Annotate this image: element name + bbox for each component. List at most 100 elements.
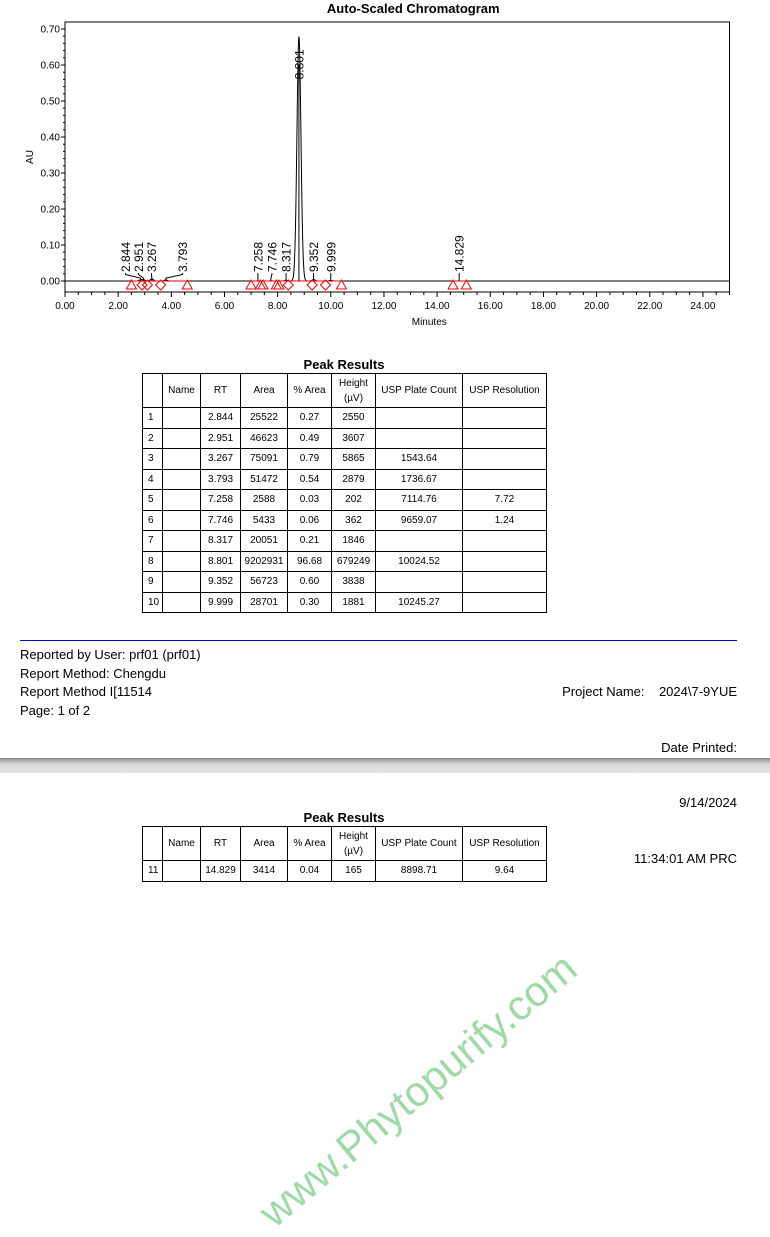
table-cell bbox=[163, 428, 201, 449]
column-header: Name bbox=[163, 374, 201, 408]
table-cell: 51472 bbox=[241, 469, 288, 490]
table-cell: 5 bbox=[143, 490, 163, 511]
table-cell bbox=[163, 861, 201, 882]
peak-label: 14.829 bbox=[453, 235, 467, 272]
table-cell bbox=[163, 592, 201, 613]
table-cell: 1543.64 bbox=[376, 449, 463, 470]
table-cell: 96.68 bbox=[288, 551, 332, 572]
table-cell bbox=[463, 551, 547, 572]
table-cell: 14.829 bbox=[201, 861, 241, 882]
time-printed: 11:34:01 AM PRC bbox=[562, 850, 737, 869]
peak-label: 2.951 bbox=[132, 242, 146, 272]
column-header: % Area bbox=[288, 374, 332, 408]
table-cell: 2588 bbox=[241, 490, 288, 511]
peak-label: 7.258 bbox=[251, 242, 265, 272]
table-cell bbox=[163, 572, 201, 593]
y-tick-label: 0.50 bbox=[41, 97, 61, 108]
table-cell: 0.60 bbox=[288, 572, 332, 593]
table-cell: 0.03 bbox=[288, 490, 332, 511]
reported-by: Reported by User: prf01 (prf01) bbox=[20, 646, 201, 665]
plot-frame bbox=[65, 22, 730, 292]
x-tick-label: 6.00 bbox=[215, 301, 235, 312]
table-cell bbox=[163, 408, 201, 429]
footer-divider bbox=[20, 640, 737, 641]
report-method-id: Report Method I[11514 bbox=[20, 683, 201, 702]
peak-label: 8.801 bbox=[292, 49, 306, 79]
table-cell: 0.49 bbox=[288, 428, 332, 449]
table-cell: 28701 bbox=[241, 592, 288, 613]
table-cell: 25522 bbox=[241, 408, 288, 429]
table-cell: 0.27 bbox=[288, 408, 332, 429]
y-tick-label: 0.20 bbox=[41, 205, 61, 216]
table-cell: 7.258 bbox=[201, 490, 241, 511]
y-axis-label: AU bbox=[25, 150, 36, 164]
x-axis-label: Minutes bbox=[412, 317, 447, 328]
peak-label: 2.844 bbox=[119, 242, 133, 272]
table-cell: 9.352 bbox=[201, 572, 241, 593]
column-header: USP Resolution bbox=[463, 827, 547, 861]
table-cell: 0.30 bbox=[288, 592, 332, 613]
table-cell bbox=[463, 469, 547, 490]
column-header: USP Resolution bbox=[463, 374, 547, 408]
table-cell bbox=[376, 428, 463, 449]
table-cell: 46623 bbox=[241, 428, 288, 449]
x-tick-label: 12.00 bbox=[371, 301, 396, 312]
table-cell bbox=[376, 408, 463, 429]
column-header bbox=[143, 827, 163, 861]
table-cell bbox=[163, 469, 201, 490]
table-cell: 3607 bbox=[332, 428, 376, 449]
table-cell: 1.24 bbox=[463, 510, 547, 531]
x-tick-label: 20.00 bbox=[584, 301, 609, 312]
table-cell: 165 bbox=[332, 861, 376, 882]
table-cell bbox=[376, 531, 463, 552]
chromatogram: Auto-Scaled Chromatogram0.000.100.200.30… bbox=[0, 0, 770, 330]
table-cell bbox=[463, 572, 547, 593]
table-cell: 2.951 bbox=[201, 428, 241, 449]
chromatogram-trace bbox=[65, 37, 730, 281]
table-cell: 3838 bbox=[332, 572, 376, 593]
table-cell: 7114.76 bbox=[376, 490, 463, 511]
table-cell: 10 bbox=[143, 592, 163, 613]
table-cell bbox=[163, 531, 201, 552]
report-method: Report Method: Chengdu bbox=[20, 665, 201, 684]
peak-label: 3.267 bbox=[145, 242, 159, 272]
table-cell: 20051 bbox=[241, 531, 288, 552]
table-cell: 11 bbox=[143, 861, 163, 882]
table-cell: 9659.07 bbox=[376, 510, 463, 531]
peak-label: 7.746 bbox=[265, 242, 279, 272]
x-tick-label: 16.00 bbox=[478, 301, 503, 312]
x-tick-label: 4.00 bbox=[162, 301, 182, 312]
table-cell: 2550 bbox=[332, 408, 376, 429]
x-tick-label: 2.00 bbox=[108, 301, 128, 312]
table-cell: 8898.71 bbox=[376, 861, 463, 882]
table-cell: 2 bbox=[143, 428, 163, 449]
table-cell: 3.267 bbox=[201, 449, 241, 470]
table-cell: 6 bbox=[143, 510, 163, 531]
table-cell bbox=[163, 449, 201, 470]
y-tick-label: 0.00 bbox=[41, 277, 61, 288]
table-cell: 362 bbox=[332, 510, 376, 531]
table-cell bbox=[376, 572, 463, 593]
table-cell: 10245.27 bbox=[376, 592, 463, 613]
table-cell: 2879 bbox=[332, 469, 376, 490]
table-cell bbox=[163, 551, 201, 572]
table-cell: 7.746 bbox=[201, 510, 241, 531]
table-cell: 0.04 bbox=[288, 861, 332, 882]
column-header: Height (µV) bbox=[332, 827, 376, 861]
column-header: Area bbox=[241, 827, 288, 861]
table-cell: 7 bbox=[143, 531, 163, 552]
table-cell: 8.801 bbox=[201, 551, 241, 572]
project-name: Project Name: 2024\7-9YUE bbox=[562, 683, 737, 702]
table-cell: 679249 bbox=[332, 551, 376, 572]
